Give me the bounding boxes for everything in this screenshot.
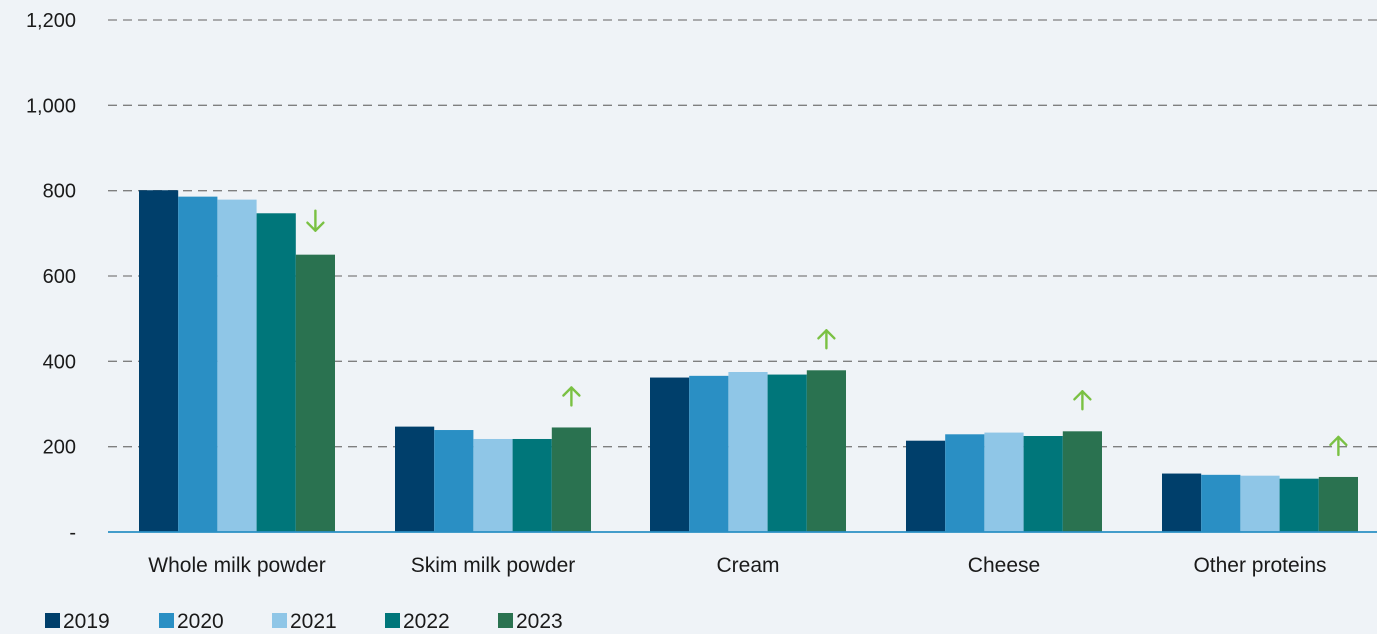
bar xyxy=(650,377,690,532)
bar xyxy=(1240,475,1280,532)
bar xyxy=(217,199,257,533)
bar xyxy=(1201,474,1241,532)
legend-label: 2021 xyxy=(290,610,337,633)
bar xyxy=(295,254,335,532)
legend-swatch xyxy=(498,613,513,628)
down-arrow-icon xyxy=(306,209,325,232)
legend: 2019 2020 2021 2022 2023 xyxy=(45,610,563,633)
legend-label: 2019 xyxy=(63,610,110,633)
bar xyxy=(139,190,179,533)
legend-item: 2023 xyxy=(498,610,563,633)
bar xyxy=(728,372,768,532)
up-arrow-icon xyxy=(562,386,581,407)
bar xyxy=(551,427,591,532)
bar xyxy=(1318,476,1358,532)
x-category-label: Cream xyxy=(716,554,779,577)
bar xyxy=(767,374,807,532)
y-tick-label: 1,200 xyxy=(26,10,76,32)
legend-item: 2022 xyxy=(385,610,450,633)
legend-item: 2020 xyxy=(159,610,224,633)
bar xyxy=(1023,436,1063,532)
bar xyxy=(984,432,1024,532)
bar xyxy=(1162,473,1202,532)
x-category-label: Whole milk powder xyxy=(148,554,325,577)
bar xyxy=(178,196,218,532)
y-tick-label: 200 xyxy=(43,437,76,459)
bar xyxy=(945,434,985,532)
bar xyxy=(512,438,552,532)
up-arrow-icon xyxy=(817,329,836,350)
bar xyxy=(689,375,729,532)
y-tick-label: 1,000 xyxy=(26,95,76,117)
legend-label: 2020 xyxy=(177,610,224,633)
x-category-label: Other proteins xyxy=(1193,554,1326,577)
bar xyxy=(1062,431,1102,532)
bar xyxy=(473,438,513,532)
legend-label: 2022 xyxy=(403,610,450,633)
legend-item: 2019 xyxy=(45,610,110,633)
trend-arrows xyxy=(306,209,1348,457)
bars xyxy=(139,190,1358,533)
bar xyxy=(256,213,296,532)
x-category-label: Cheese xyxy=(968,554,1040,577)
y-tick-label: 800 xyxy=(43,181,76,203)
bar xyxy=(806,370,846,532)
legend-label: 2023 xyxy=(516,610,563,633)
bar xyxy=(395,426,435,532)
legend-swatch xyxy=(159,613,174,628)
up-arrow-icon xyxy=(1073,390,1092,411)
up-arrow-icon xyxy=(1329,435,1348,457)
legend-swatch xyxy=(385,613,400,628)
y-axis-ticks: - 200 400 600 800 1,000 1,200 xyxy=(26,10,76,544)
legend-swatch xyxy=(45,613,60,628)
x-category-label: Skim milk powder xyxy=(411,554,576,577)
legend-swatch xyxy=(272,613,287,628)
bar xyxy=(434,430,474,532)
y-tick-label: - xyxy=(69,522,76,544)
y-tick-label: 600 xyxy=(43,266,76,288)
bar xyxy=(1279,478,1319,532)
y-tick-label: 400 xyxy=(43,351,76,373)
x-axis-categories: Whole milk powder Skim milk powder Cream Ch… xyxy=(148,554,1326,577)
bar xyxy=(906,440,946,532)
legend-item: 2021 xyxy=(272,610,337,633)
